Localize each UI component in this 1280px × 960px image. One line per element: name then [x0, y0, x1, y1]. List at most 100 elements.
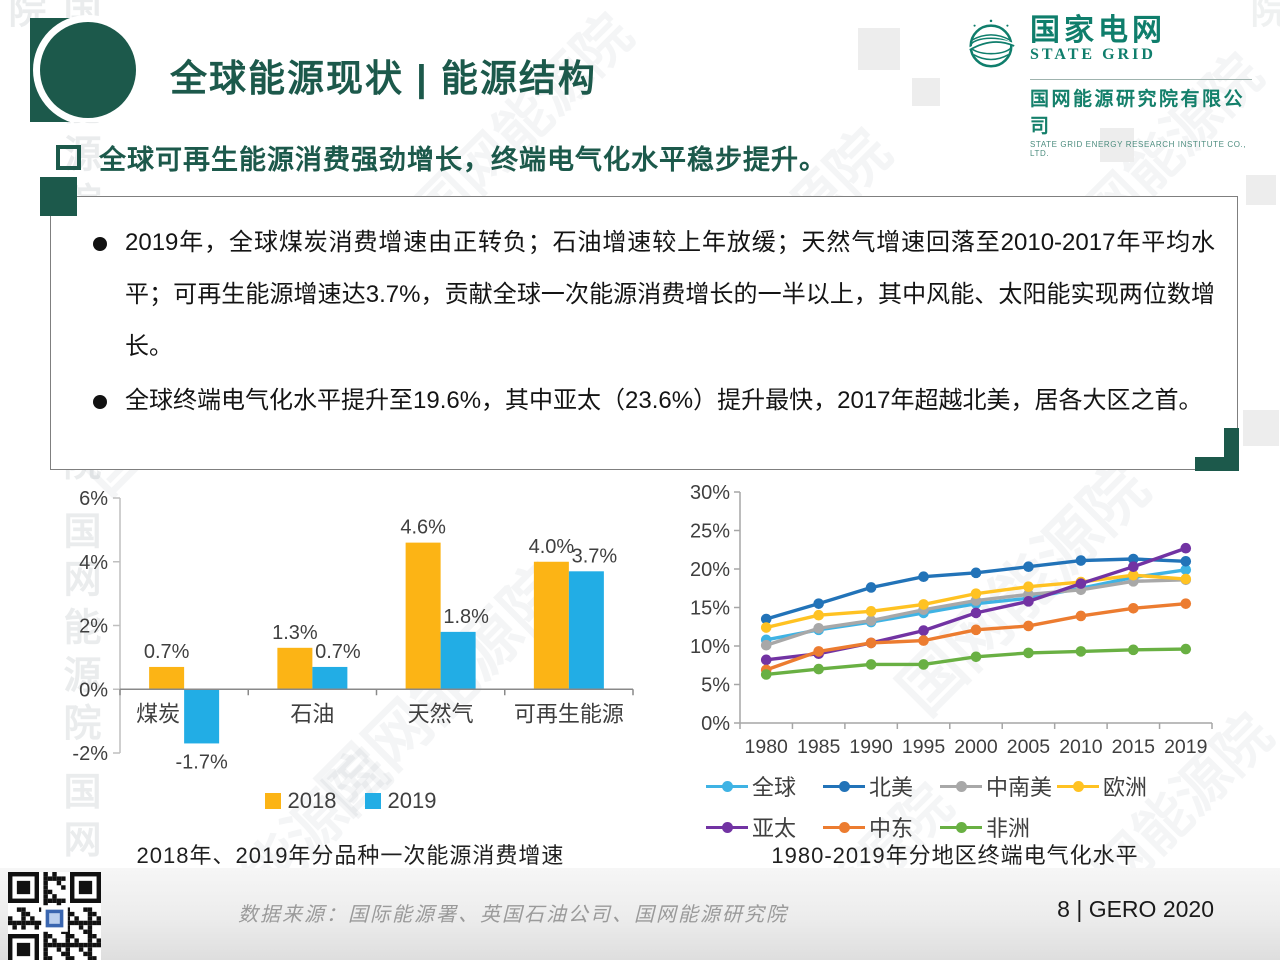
svg-text:1.3%: 1.3% [272, 622, 318, 644]
svg-text:0%: 0% [701, 713, 730, 735]
svg-text:2%: 2% [79, 616, 108, 638]
svg-text:2015: 2015 [1112, 736, 1156, 758]
svg-text:1980: 1980 [745, 736, 789, 758]
list-item: 全球终端电气化水平提升至19.6%，其中亚太（23.6%）提升最快，2017年超… [93, 375, 1215, 427]
bullet-list: 2019年，全球煤炭消费增速由正转负；石油增速较上年放缓；天然气增速回落至201… [51, 197, 1237, 427]
svg-text:0.7%: 0.7% [144, 641, 190, 663]
svg-text:1985: 1985 [797, 736, 841, 758]
line-series-1 [760, 553, 1192, 625]
svg-text:4.6%: 4.6% [400, 517, 446, 539]
line-chart-legend: 全球 北美 中南美 欧洲亚太 中东 非洲 [706, 770, 1226, 852]
qr-code [8, 872, 101, 960]
svg-text:10%: 10% [690, 636, 730, 658]
svg-text:石油: 石油 [290, 701, 334, 726]
bullet-text: 全球终端电气化水平提升至19.6%，其中亚太（23.6%）提升最快，2017年超… [125, 387, 1203, 414]
headline-text: 全球可再生能源消费强劲增长，终端电气化水平稳步提升。 [99, 145, 827, 175]
legend-item: 中东 [823, 811, 940, 843]
legend-line-marker-icon [823, 780, 865, 792]
legend-item: 欧洲 [1057, 770, 1174, 802]
svg-text:4.0%: 4.0% [529, 536, 575, 558]
footer-band [0, 868, 1280, 960]
bar-series-2019 [184, 571, 604, 744]
svg-text:0%: 0% [79, 679, 108, 701]
page-number: 8 | GERO 2020 [1057, 896, 1214, 922]
legend-label: 中南美 [986, 775, 1053, 800]
legend-row: 亚太 中东 非洲 [706, 811, 1226, 843]
logo-brand-cn: 国家电网 [1030, 14, 1166, 47]
legend-label: 非洲 [986, 816, 1031, 841]
data-source-text: 数据来源：国际能源署、英国石油公司、国网能源研究院 [238, 904, 788, 926]
globe-icon [969, 19, 1015, 68]
deco-block [1243, 410, 1279, 446]
legend-label: 亚太 [752, 816, 797, 841]
legend-label: 2019 [387, 788, 437, 813]
svg-text:-1.7%: -1.7% [176, 751, 228, 773]
legend-item: 亚太 [706, 811, 823, 843]
svg-text:4%: 4% [79, 552, 108, 574]
svg-text:0.7%: 0.7% [315, 641, 361, 663]
line-chart-svg: 0% 5% 10% 15% 20% 25% 30% 1980 1985 1990 1995 2000 2… [690, 482, 1213, 758]
legend-item: 中南美 [940, 770, 1057, 802]
legend-label: 2018 [287, 788, 337, 813]
summary-textbox: 2019年，全球煤炭消费增速由正转负；石油增速较上年放缓；天然气增速回落至201… [50, 196, 1238, 470]
bullet-dot-icon [93, 237, 107, 251]
line-series-3 [760, 569, 1192, 633]
legend-item: 全球 [706, 770, 823, 802]
legend-label: 欧洲 [1103, 775, 1148, 800]
headline-row: 全球可再生能源消费强劲增长，终端电气化水平稳步提升。 [56, 138, 827, 177]
square-bullet-icon [56, 145, 81, 170]
logo-org-cn: 国网能源研究院有限公司 [1030, 89, 1246, 137]
header-crescent-shape [30, 15, 143, 122]
bullet-text: 2019年，全球煤炭消费增速由正转负；石油增速较上年放缓；天然气增速回落至201… [125, 229, 1215, 360]
stategrid-logo: 国家电网 STATE GRID 国网能源研究院有限公司 STATE GRID E… [962, 16, 1252, 158]
bar-series-2018 [149, 542, 569, 690]
legend-line-marker-icon [940, 821, 982, 833]
deco-block [912, 78, 940, 106]
legend-line-marker-icon [1057, 780, 1099, 792]
legend-item: 北美 [823, 770, 940, 802]
list-item: 2019年，全球煤炭消费增速由正转负；石油增速较上年放缓；天然气增速回落至201… [93, 217, 1215, 373]
legend-line-marker-icon [940, 780, 982, 792]
deco-block [1246, 175, 1276, 205]
legend-row: 全球 北美 中南美 欧洲 [706, 770, 1226, 802]
legend-line-marker-icon [706, 780, 748, 792]
svg-text:2005: 2005 [1007, 736, 1051, 758]
legend-line-marker-icon [706, 821, 748, 833]
bar-chart-legend: 2018 2019 [58, 788, 643, 815]
deco-block [858, 28, 900, 70]
logo-divider [1030, 79, 1252, 80]
legend-label: 全球 [752, 775, 797, 800]
svg-text:15%: 15% [690, 598, 730, 620]
line-chart-caption: 1980-2019年分地区终端电气化水平 [771, 843, 1139, 868]
svg-text:6%: 6% [79, 488, 108, 510]
svg-text:30%: 30% [690, 482, 730, 504]
legend-line-marker-icon [823, 821, 865, 833]
svg-text:5%: 5% [701, 675, 730, 697]
textbox-corner-bottom-right [1195, 428, 1239, 471]
svg-text:2000: 2000 [954, 736, 998, 758]
legend-swatch-icon [364, 793, 381, 809]
svg-text:1.8%: 1.8% [443, 606, 489, 628]
deco-block [1100, 128, 1134, 162]
svg-text:20%: 20% [690, 559, 730, 581]
logo-brand-en: STATE GRID [1030, 46, 1156, 63]
bar-chart-caption: 2018年、2019年分品种一次能源消费增速 [136, 843, 565, 868]
textbox-corner-top-left [40, 177, 77, 216]
line-series-6 [760, 643, 1192, 680]
svg-text:-2%: -2% [72, 743, 108, 765]
logo-org-en: STATE GRID ENERGY RESEARCH INSTITUTE CO.… [1030, 140, 1247, 158]
svg-text:煤炭: 煤炭 [136, 701, 180, 726]
svg-text:3.7%: 3.7% [572, 545, 618, 567]
svg-text:可再生能源: 可再生能源 [514, 701, 624, 726]
svg-text:2010: 2010 [1059, 736, 1103, 758]
legend-item: 2018 [264, 788, 337, 814]
svg-text:1990: 1990 [849, 736, 893, 758]
svg-text:2019: 2019 [1164, 736, 1207, 758]
svg-text:天然气: 天然气 [408, 701, 474, 726]
bullet-dot-icon [93, 395, 107, 409]
legend-item: 2019 [364, 788, 437, 814]
legend-label: 中东 [869, 816, 914, 841]
svg-text:1995: 1995 [902, 736, 946, 758]
page-title: 全球能源现状 | 能源结构 [170, 58, 597, 99]
